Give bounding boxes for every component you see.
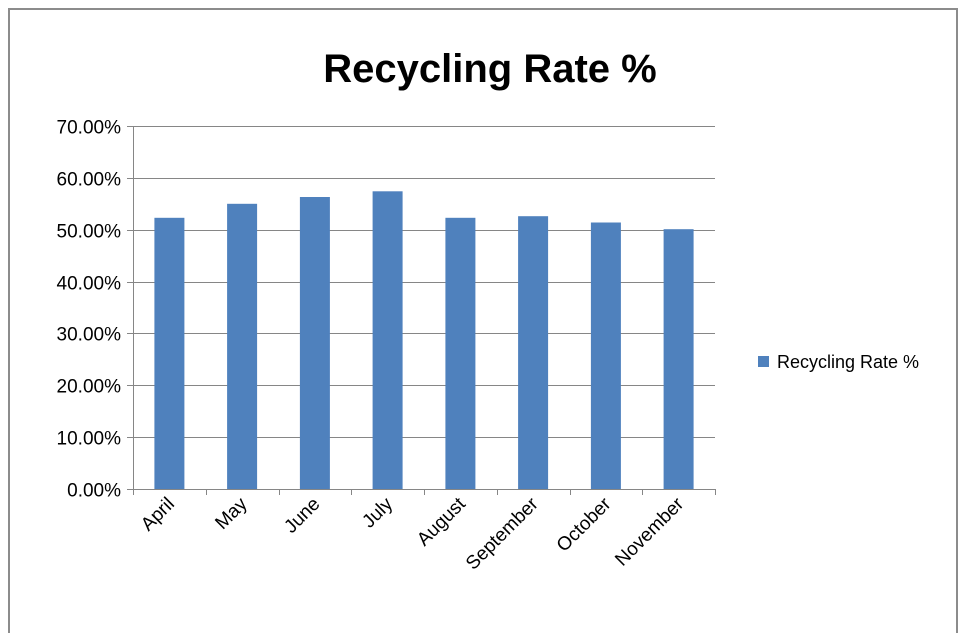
x-tick-label: November <box>611 493 688 570</box>
bar-may <box>227 203 258 490</box>
x-tick-label: June <box>280 494 324 538</box>
legend-swatch <box>758 356 769 367</box>
legend: Recycling Rate % <box>758 352 919 372</box>
bar-july <box>372 191 403 490</box>
bar-october <box>590 222 621 489</box>
bar-september <box>518 216 549 489</box>
gridlines <box>127 126 715 490</box>
x-tick-label: August <box>413 493 470 550</box>
x-tick-label: October <box>553 493 616 556</box>
axes <box>127 126 716 495</box>
bar-august <box>445 217 476 490</box>
bar-june <box>299 197 330 489</box>
y-tick-label: 40.00% <box>57 274 122 295</box>
x-tick-label: April <box>137 494 179 536</box>
y-tick-label: 0.00% <box>67 481 121 502</box>
x-tick-label: July <box>358 493 397 532</box>
y-tick-label: 60.00% <box>57 170 122 191</box>
x-tick-label: September <box>462 493 543 574</box>
bar-november <box>663 229 694 489</box>
y-tick-label: 10.00% <box>57 429 122 450</box>
bars <box>154 191 694 490</box>
y-axis-tick-labels: 0.00% 10.00% 20.00% 30.00% 40.00% 50.00% 60.00… <box>57 118 122 502</box>
y-tick-label: 50.00% <box>57 222 122 243</box>
legend-label: Recycling Rate % <box>777 352 919 372</box>
y-tick-label: 70.00% <box>57 118 122 139</box>
bar-april <box>154 217 185 490</box>
y-tick-label: 30.00% <box>57 325 122 346</box>
chart-title: Recycling Rate % <box>323 47 656 91</box>
y-tick-label: 20.00% <box>57 377 122 398</box>
x-tick-label: May <box>211 493 252 534</box>
